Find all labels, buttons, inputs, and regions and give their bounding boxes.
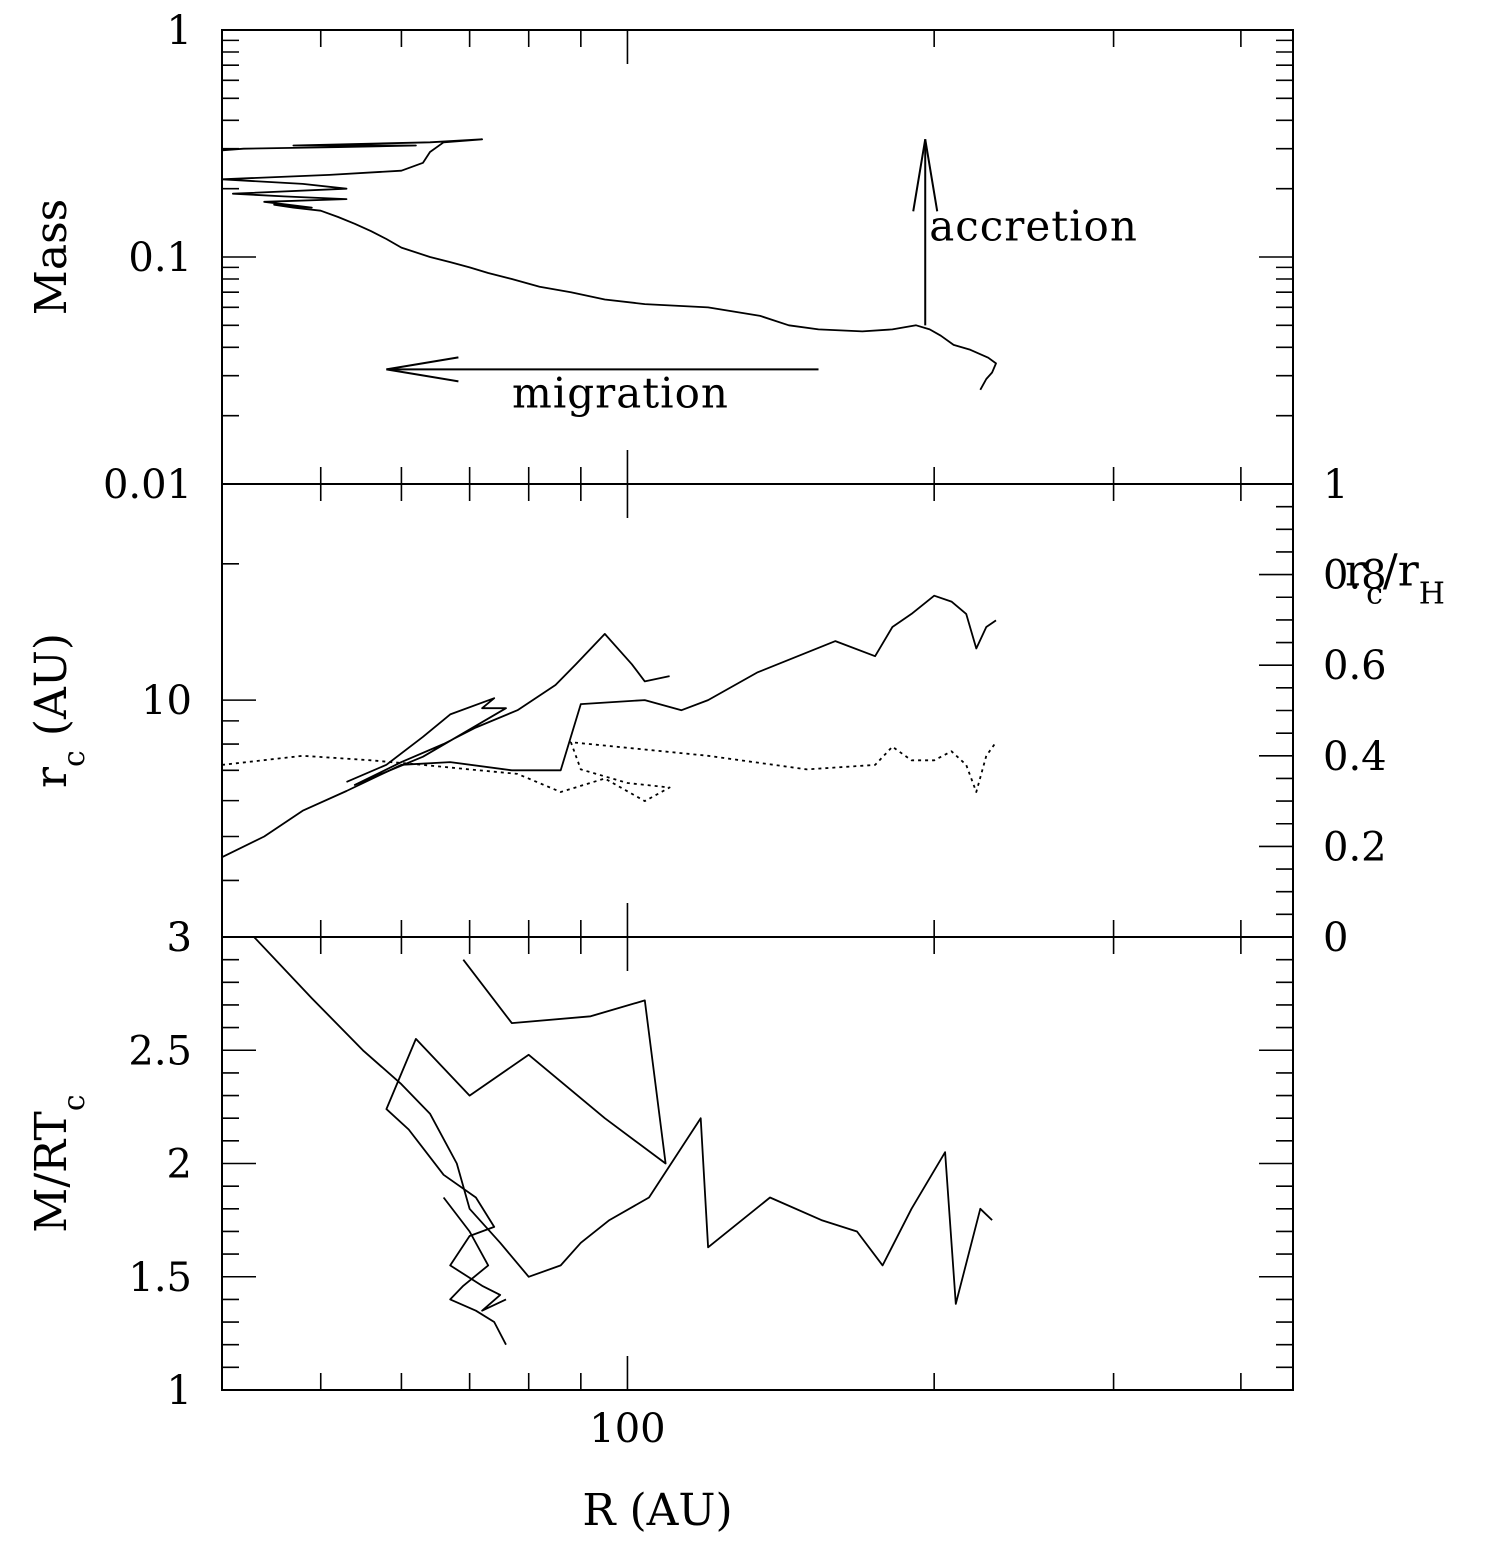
y2-tick-label: 0.2 xyxy=(1323,824,1387,870)
ticks-layer xyxy=(221,29,1293,1391)
y-tick-label: 1.5 xyxy=(128,1255,192,1301)
accretion-arrow-head xyxy=(912,139,939,212)
panel-top-ylabel: Mass xyxy=(26,199,77,315)
panel-bottom-series-3-line xyxy=(442,1196,507,1346)
y-tick-label: 0.01 xyxy=(103,462,192,508)
panel-middle-series-1-line xyxy=(221,594,997,859)
y2-tick-label: 0.8 xyxy=(1323,553,1387,599)
panel-bottom-frame xyxy=(221,936,1294,1391)
label-layer: 1 0.1 0.01 accretion migration Mass 0 0.2 0.4 0.6… xyxy=(26,8,1445,1536)
migration-arrow-head xyxy=(386,356,459,383)
y2-tick-label: 0.6 xyxy=(1323,643,1387,689)
panel-middle-series-3-line xyxy=(221,741,997,802)
y-tick-label: 3 xyxy=(167,915,192,961)
y2-tick-label: 0.4 xyxy=(1323,734,1387,780)
y-tick-label: 0.1 xyxy=(128,235,192,281)
x-tick-label: 100 xyxy=(589,1406,665,1452)
y-tick-label: 2 xyxy=(167,1142,192,1188)
panel-bottom-series-2-line xyxy=(385,959,667,1312)
panel-bottom-ylabel: M/RTc xyxy=(26,1094,92,1232)
y-tick-label: 1 xyxy=(167,8,192,54)
panel-middle-series-2-line xyxy=(346,633,670,786)
panel-top-frame xyxy=(221,29,1294,485)
panel-bottom-series-1-line xyxy=(253,936,993,1305)
panel-middle-frame xyxy=(221,483,1294,938)
y2-tick-label: 0 xyxy=(1323,915,1348,961)
y-tick-label: 2.5 xyxy=(128,1028,192,1074)
panel-middle-ylabel: rc (AU) xyxy=(26,633,92,788)
y-tick-label: 3 xyxy=(167,915,192,961)
y-tick-label: 1 xyxy=(167,1368,192,1414)
panel-middle-y2label: rc/rH xyxy=(1345,546,1445,612)
frame-layer xyxy=(221,29,1294,1391)
y2-tick-label: 1 xyxy=(1323,462,1348,508)
accretion-label: accretion xyxy=(929,201,1138,250)
y-tick-label: 10 xyxy=(141,678,192,724)
panel-top-series-1-line xyxy=(221,138,997,391)
x-axis-label: R (AU) xyxy=(582,1485,732,1536)
series-layer xyxy=(221,138,997,1346)
migration-label: migration xyxy=(512,368,729,417)
